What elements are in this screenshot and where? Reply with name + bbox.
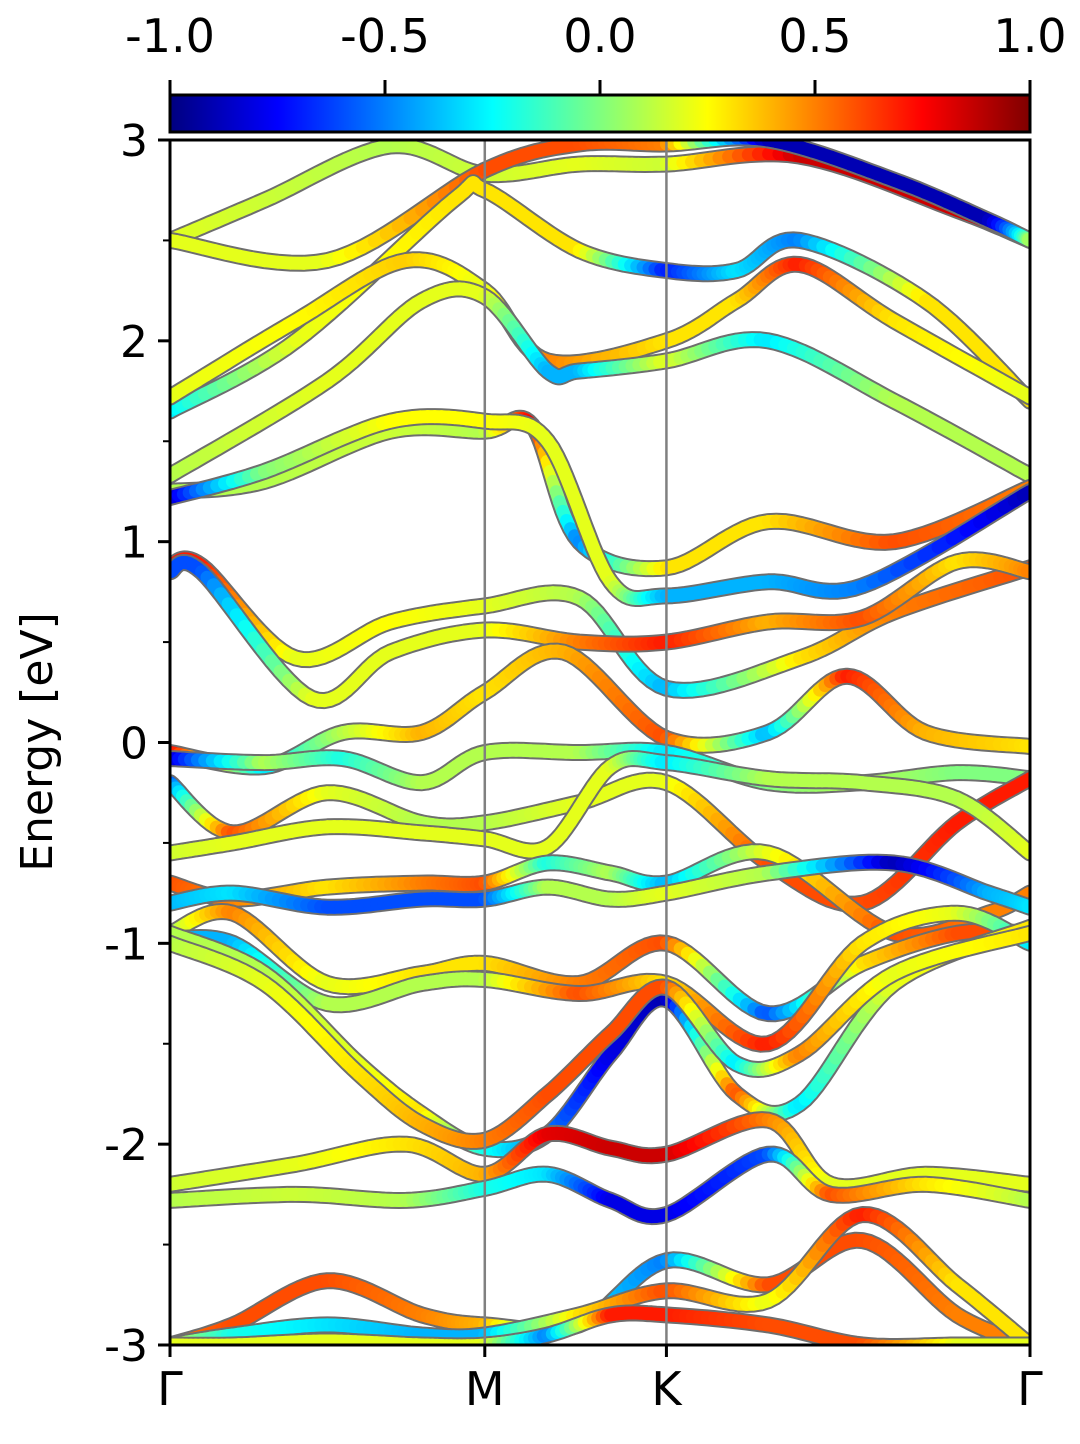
band-7 [170,417,1030,599]
colorbar-tick-label: 0.5 [778,9,851,63]
plot-area: 3 2 1 0 -1 -2 -3 Γ M K Γ Energy [eV] [12,116,1043,1416]
colorbar-tick-label: 1.0 [993,9,1066,63]
colorbar-tick-label: -0.5 [340,9,430,63]
band-1 [170,146,1030,241]
colorbar-tick-label: 0.0 [563,9,636,63]
x-tick-label: M [465,1362,505,1416]
band-20 [170,1120,1030,1187]
y-tick-label: -2 [104,1120,148,1171]
x-tick-label: Γ [1017,1362,1043,1416]
colorbar-gradient [170,95,1030,132]
y-tick-label: -1 [104,919,148,970]
y-tick-label: 3 [120,116,148,167]
colorbar: -1.0 -0.5 0.0 0.5 1.0 [125,9,1066,132]
y-axis-label: Energy [eV] [12,612,63,872]
y-tick-label: 2 [120,317,148,368]
y-tick-label: 1 [120,518,148,569]
y-tick-label: -3 [104,1321,148,1372]
x-tick-label: Γ [157,1362,183,1416]
colorbar-tick-label: -1.0 [125,9,215,63]
y-tick-label: 0 [120,719,148,770]
x-tick-label: K [651,1362,683,1416]
